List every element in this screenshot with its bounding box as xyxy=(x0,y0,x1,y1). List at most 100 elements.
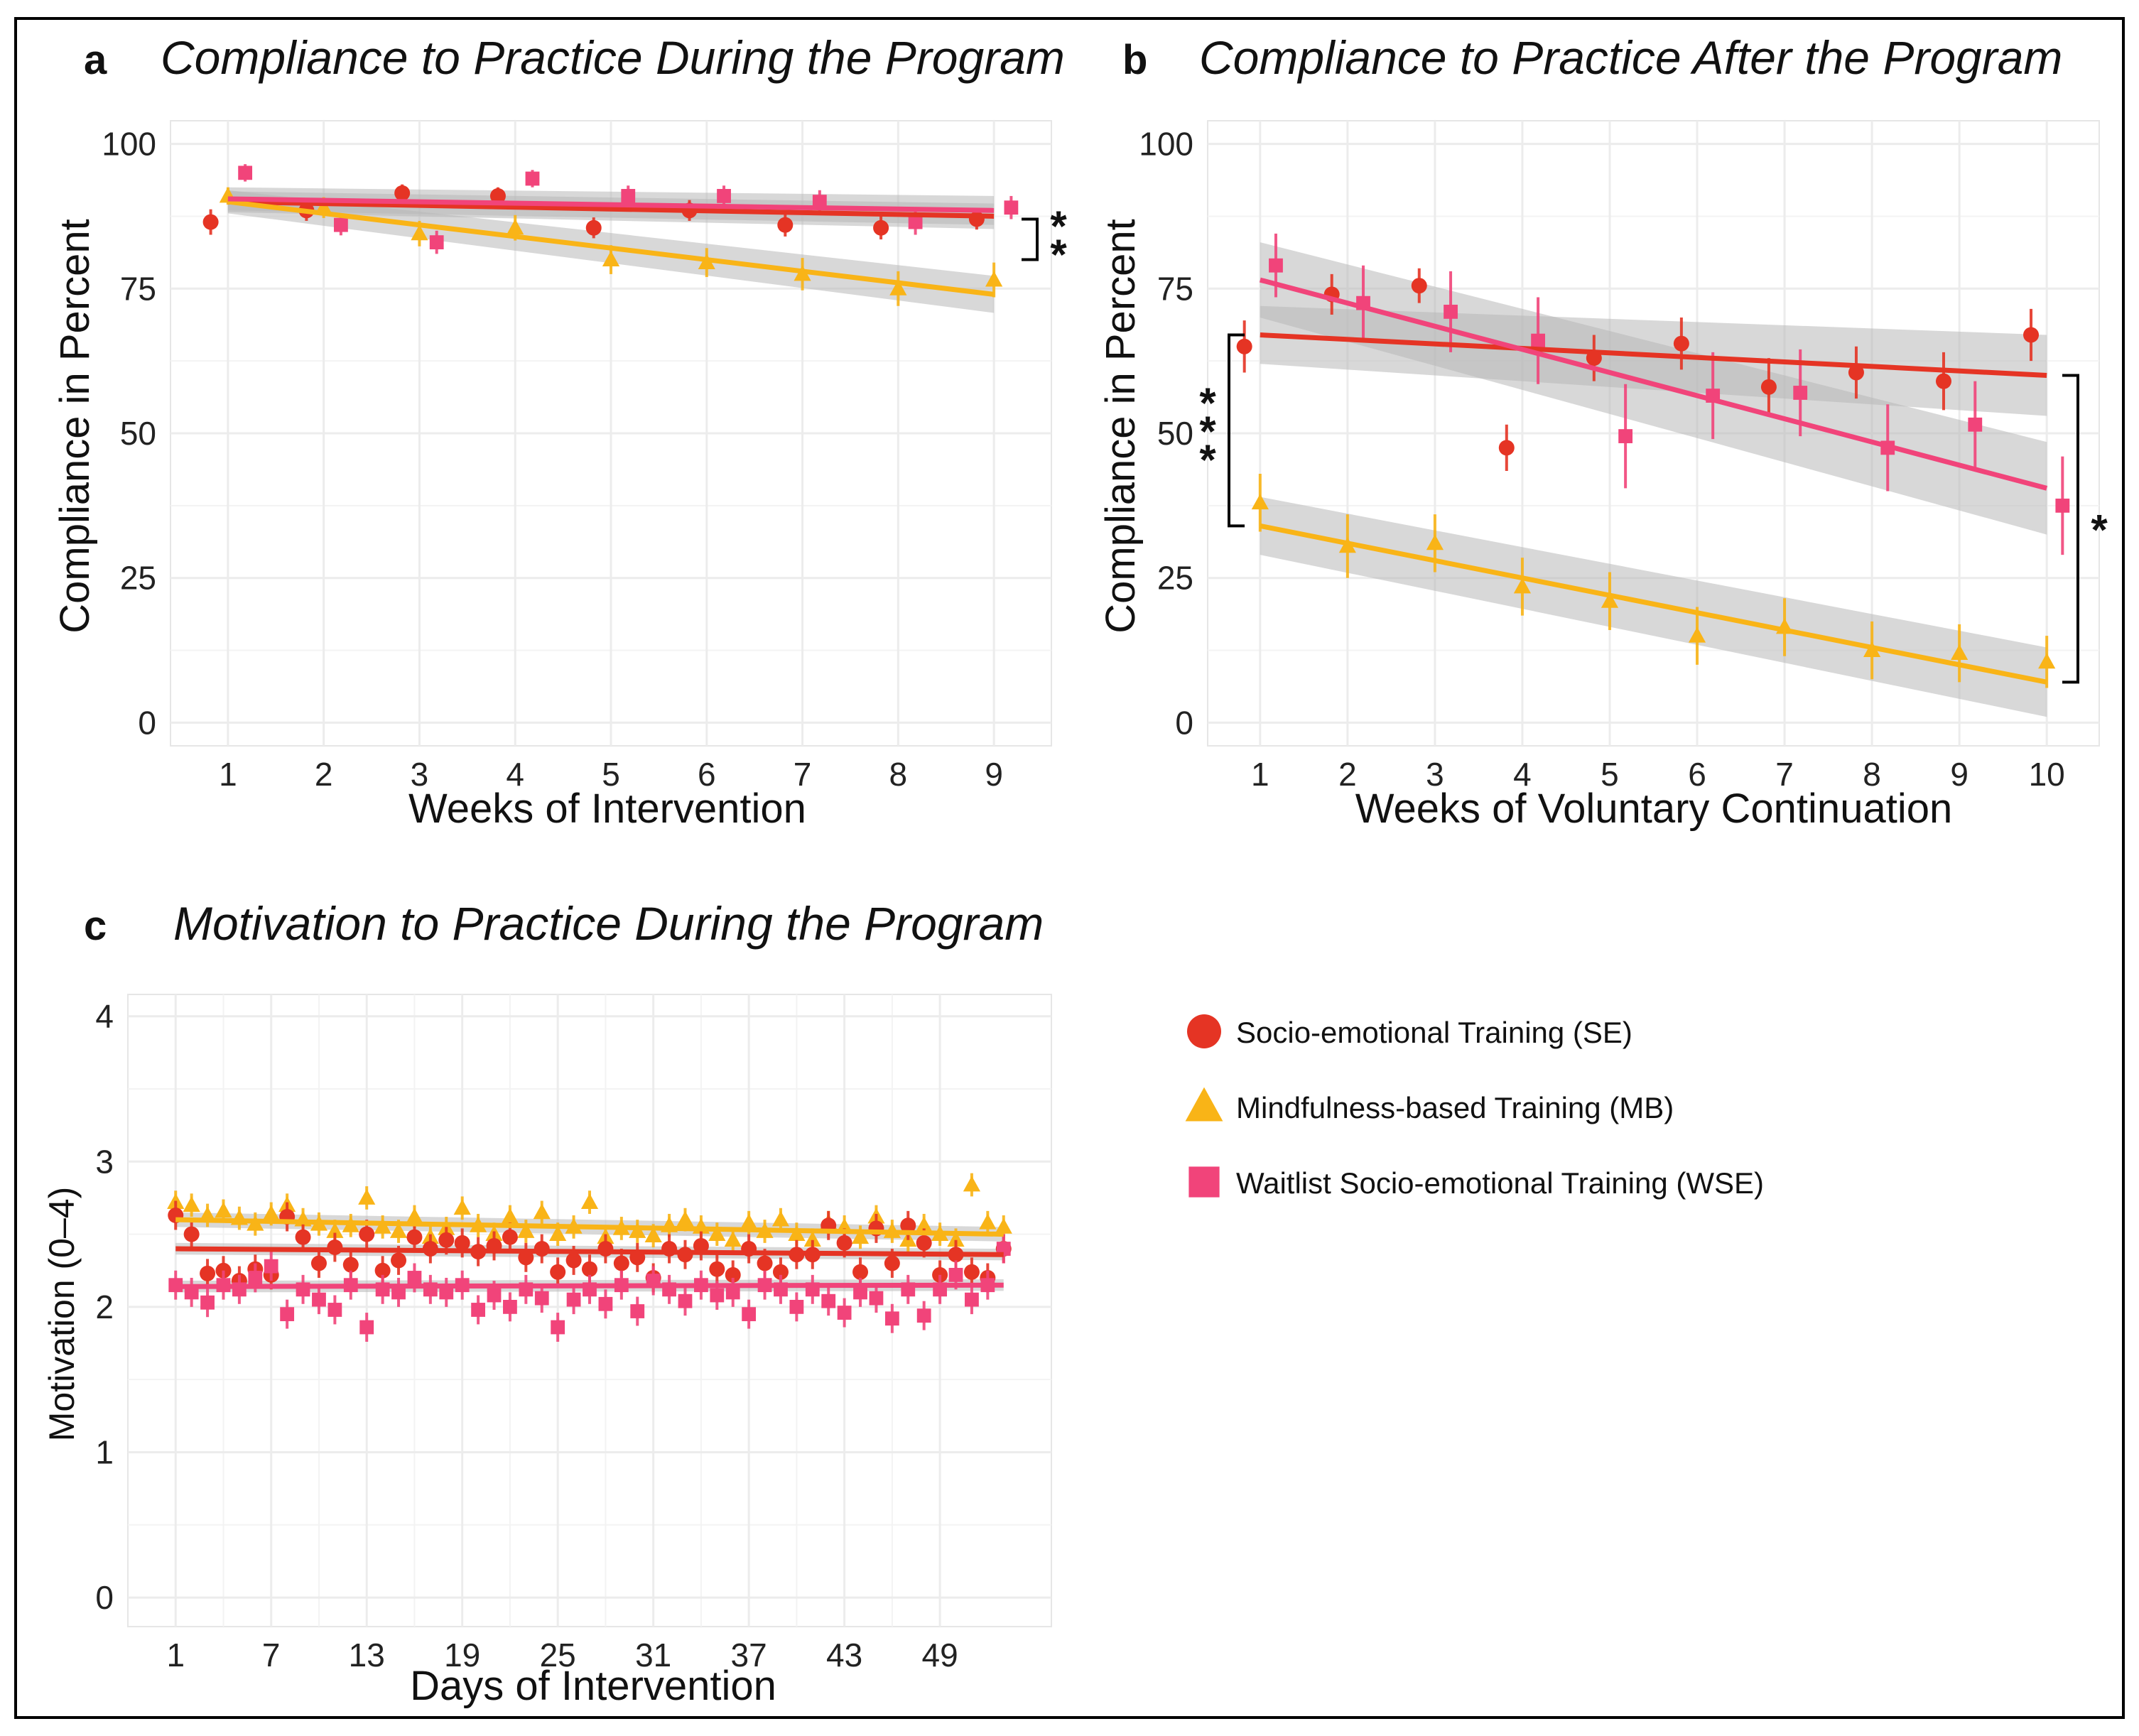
panel-a-point-mb-7 xyxy=(889,279,907,295)
panel-c-point-se-18 xyxy=(454,1235,470,1251)
panel-a-title: Compliance to Practice During the Progra… xyxy=(161,31,1065,84)
panel-a-y-tick-0: 0 xyxy=(138,704,156,741)
panel-b-point-se-3 xyxy=(1498,440,1515,456)
panel-b-fit-lines xyxy=(1259,277,2048,685)
panel-c-y-tick-0: 0 xyxy=(95,1579,114,1616)
panel-c-point-mb-18 xyxy=(453,1199,471,1215)
panel-a-point-wse-0 xyxy=(238,166,253,180)
panel-a-y-axis-label: Compliance in Percent xyxy=(52,219,98,634)
panel-c-point-se-38 xyxy=(772,1264,789,1280)
panel-a-point-wse-3 xyxy=(525,171,540,186)
panel-c-x-tick-6: 37 xyxy=(731,1637,767,1673)
panel-c-point-mb-3 xyxy=(215,1202,232,1218)
panel-c-point-wse-2 xyxy=(200,1295,215,1310)
panel-c-point-wse-23 xyxy=(534,1291,549,1306)
panel-c-point-wse-10 xyxy=(327,1303,342,1317)
panel-b-point-wse-3 xyxy=(1531,333,1545,348)
panel-c-point-wse-24 xyxy=(551,1320,565,1335)
panel-b-bracket-star-1-0: * xyxy=(2091,506,2108,553)
panel-c-plot-area: 1 7 13 19 25 31 37 43 49 0 1 2 3 4 xyxy=(95,994,1052,1673)
panel-c-point-wse-12 xyxy=(359,1320,374,1335)
panel-c-point-wse-27 xyxy=(598,1296,613,1311)
panel-b-point-wse-8 xyxy=(1968,417,1983,432)
panel-c-point-se-21 xyxy=(502,1229,518,1245)
panel-a-point-wse-5 xyxy=(717,189,731,203)
panel-c-point-se-42 xyxy=(836,1235,852,1251)
panel-a-plot-area: 1 2 3 4 5 6 7 8 9 0 25 50 75 100 ** xyxy=(102,120,1067,793)
panel-c-point-se-13 xyxy=(374,1262,391,1279)
panel-c-point-se-45 xyxy=(884,1255,900,1271)
panel-b-x-axis-label: Weeks of Voluntary Continuation xyxy=(1355,786,1952,832)
panel-c-point-se-17 xyxy=(438,1232,455,1248)
legend-label-mb: Mindfulness-based Training (MB) xyxy=(1236,1091,1674,1124)
panel-b-x-tick-8: 9 xyxy=(1950,756,1969,793)
panel-b-point-se-5 xyxy=(1673,335,1689,352)
panel-c-point-wse-29 xyxy=(630,1304,645,1318)
panel-b-y-tick-2: 50 xyxy=(1157,415,1193,452)
panel-c-point-wse-45 xyxy=(884,1311,899,1326)
panel-c-point-mb-47 xyxy=(915,1216,933,1232)
legend-symbol-wse xyxy=(1188,1166,1220,1198)
panel-c-point-wse-35 xyxy=(725,1285,740,1300)
panel-c-point-se-37 xyxy=(757,1255,773,1271)
panel-c-point-se-34 xyxy=(709,1261,725,1277)
panel-a-x-tick-1: 2 xyxy=(315,756,333,793)
panel-c-x-tick-1: 7 xyxy=(262,1637,281,1673)
panel-b-point-se-2 xyxy=(1411,278,1427,294)
panel-b-bracket-star-0-0: * xyxy=(1199,379,1216,427)
panel-b-y-tick-4: 100 xyxy=(1139,126,1193,163)
panel-c-point-mb-6 xyxy=(262,1205,280,1221)
panel-c-point-mb-38 xyxy=(771,1210,790,1227)
panel-a-x-axis-label: Weeks of Intervention xyxy=(408,786,806,832)
panel-c-point-se-10 xyxy=(327,1239,343,1255)
figure-frame xyxy=(14,17,2125,1719)
panel-c-point-mb-12 xyxy=(358,1188,376,1205)
panel-c-y-tick-1: 1 xyxy=(95,1433,114,1470)
panel-a-point-mb-8 xyxy=(985,271,1003,287)
panel-b-bracket-label-0: *** xyxy=(1199,379,1216,484)
panel-a-x-tick-2: 3 xyxy=(411,756,429,793)
legend-symbol-se xyxy=(1187,1014,1221,1048)
panel-c-point-mb-22 xyxy=(517,1222,535,1238)
panel-c-point-wse-14 xyxy=(391,1285,406,1300)
panel-a-point-se-4 xyxy=(585,219,602,236)
panel-c-point-mb-34 xyxy=(708,1225,726,1241)
legend-item-se: Socio-emotional Training (SE) xyxy=(1187,1014,1632,1049)
panel-a-point-wse-7 xyxy=(908,215,923,229)
panel-b-point-mb-5 xyxy=(1688,626,1706,643)
panel-c-point-mb-15 xyxy=(406,1208,423,1224)
panel-c-fit-lines xyxy=(175,1217,1004,1289)
panel-a-y-tick-4: 100 xyxy=(102,126,156,163)
panel-c-point-wse-39 xyxy=(789,1299,804,1314)
panel-c-x-tick-0: 1 xyxy=(166,1637,185,1673)
panel-c-x-tick-5: 31 xyxy=(635,1637,671,1673)
panel-c-point-se-12 xyxy=(359,1226,375,1242)
panel-b-x-tick-7: 8 xyxy=(1863,756,1881,793)
panel-a-x-tick-8: 9 xyxy=(985,756,1003,793)
panel-c-y-tick-4: 4 xyxy=(95,998,114,1035)
panel-c-point-mb-21 xyxy=(501,1208,519,1224)
panel-c-x-tick-8: 49 xyxy=(922,1637,958,1673)
panel-c-point-se-35 xyxy=(725,1266,741,1283)
panel-b-x-tick-1: 2 xyxy=(1338,756,1357,793)
panel-c-point-wse-17 xyxy=(439,1285,454,1300)
panel-a-y-tick-3: 75 xyxy=(120,270,156,307)
panel-b-fit-line-se xyxy=(1260,332,2047,379)
panel-a-letter: a xyxy=(84,37,107,83)
panel-b-point-mb-3 xyxy=(1513,577,1532,594)
panel-b-point-wse-9 xyxy=(2055,498,2070,513)
panel-c-x-tick-3: 19 xyxy=(444,1637,480,1673)
panel-a-x-tick-7: 8 xyxy=(889,756,908,793)
panel-a-fit-line-mb xyxy=(227,199,995,297)
panel-c-point-wse-44 xyxy=(869,1291,884,1306)
panel-c-point-wse-15 xyxy=(407,1271,422,1285)
panel-b-point-mb-0 xyxy=(1251,494,1269,510)
panel-c-fit-line-mb xyxy=(175,1217,1004,1237)
panel-c-point-mb-39 xyxy=(788,1225,806,1241)
panel-c-point-se-8 xyxy=(295,1229,311,1245)
panel-a-point-se-2 xyxy=(394,185,411,201)
panel-c-point-wse-47 xyxy=(916,1308,931,1323)
panel-a-point-wse-1 xyxy=(334,217,348,232)
panel-a-x-tick-5: 6 xyxy=(698,756,716,793)
panel-b-y-axis-label: Compliance in Percent xyxy=(1098,219,1144,634)
